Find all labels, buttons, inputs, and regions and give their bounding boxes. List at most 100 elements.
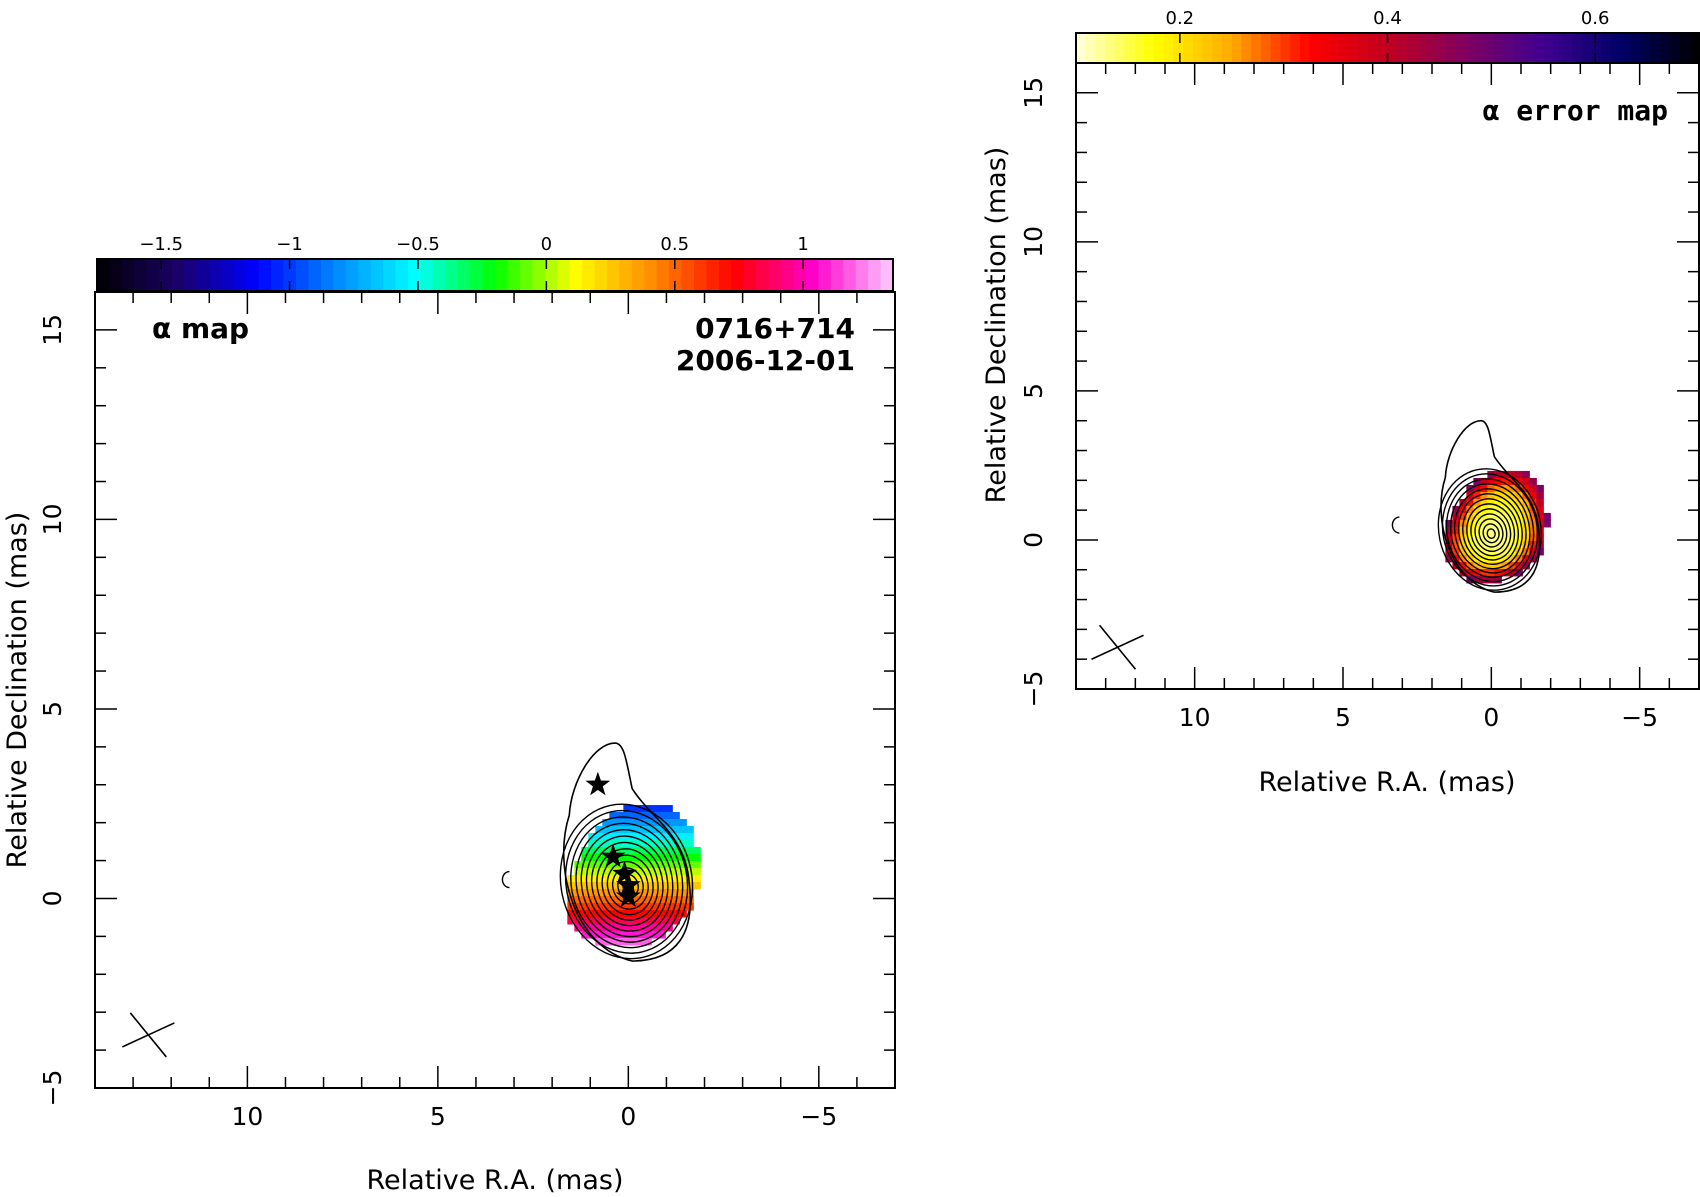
colorbar-segment [656, 259, 670, 291]
heatmap-cell [616, 840, 624, 848]
heatmap-cell [602, 924, 610, 932]
beam-marker [121, 1012, 175, 1058]
heatmap-cell [581, 861, 589, 869]
heatmap-cell [672, 854, 680, 862]
colorbar-segment [1270, 33, 1282, 63]
colorbar-segment [1514, 33, 1525, 63]
colorbar-segment [1299, 33, 1311, 63]
heatmap-cell [644, 910, 652, 918]
heatmap-cell [623, 903, 631, 911]
source-name-label: 0716+714 [695, 312, 855, 345]
heatmap-cell [1473, 505, 1481, 514]
heatmap-cell [1536, 484, 1544, 493]
colorbar-segment [781, 259, 795, 291]
alpha-map-panel: −1.5 −1 −0.5 0 0.5 1 10 5 0 −5 −5 0 5 10 15 α map 071… [2, 234, 896, 1196]
colorbar-segment [855, 259, 869, 291]
colorbar-segment [1251, 33, 1262, 63]
heatmap-cell [1494, 477, 1502, 486]
heatmap-cell [1494, 575, 1502, 584]
heatmap-cell [616, 854, 624, 862]
colorbar-segment [582, 259, 596, 291]
heatmap-cell [616, 861, 624, 869]
heatmap-cell [623, 910, 631, 918]
y-tick-label: 5 [1019, 383, 1048, 399]
heatmap-cell [630, 875, 638, 883]
heatmap-cell [1515, 470, 1523, 479]
heatmap-cell [595, 882, 603, 890]
colorbar-segment [1504, 33, 1515, 63]
heatmap-cell [1501, 470, 1509, 479]
heatmap-cell [595, 910, 603, 918]
heatmap-cell [1473, 477, 1481, 486]
colorbar-segment [1484, 33, 1496, 63]
heatmap-cell [1494, 498, 1502, 507]
heatmap-cell [1536, 526, 1544, 535]
colorbar-segment [407, 259, 421, 291]
heatmap-cell [1508, 498, 1516, 507]
component-star-icon [585, 771, 611, 796]
heatmap-cell [1466, 561, 1474, 570]
colorbar-tick-label: 0.2 [1166, 8, 1195, 29]
colorbar-segment [1494, 33, 1505, 63]
colorbar-tick-label: 0.5 [660, 234, 689, 255]
contour-level [1458, 493, 1523, 570]
colorbar-segment [196, 259, 210, 291]
heatmap-cell [1515, 533, 1523, 542]
contour-level [1453, 488, 1527, 574]
isolated-contour [1391, 516, 1400, 534]
colorbar-segment [1309, 33, 1320, 63]
colorbar-segment [756, 259, 770, 291]
heatmap-cell [658, 882, 666, 890]
heatmap-cell [1501, 491, 1509, 500]
heatmap-cell [630, 931, 638, 939]
heatmap-cell [1480, 561, 1488, 570]
heatmap-cell [1515, 547, 1523, 556]
colorbar-segment [1533, 33, 1544, 63]
alpha-plot-frame [94, 291, 896, 1089]
heatmap-cell [574, 868, 582, 876]
colorbar-segment [1397, 33, 1408, 63]
contour-level [570, 816, 684, 949]
colorbar-segment [619, 259, 633, 291]
heatmap-cell [679, 819, 687, 827]
heatmap-cell [1445, 526, 1453, 535]
x-tick-label: 0 [1483, 703, 1499, 732]
colorbar-segment [544, 259, 558, 291]
colorbar-segment [159, 259, 173, 291]
heatmap-cell [595, 833, 603, 841]
outer-contour [562, 742, 692, 962]
colorbar-segment [1368, 33, 1379, 63]
heatmap-cell [609, 812, 617, 820]
heatmap-cell [693, 847, 701, 855]
contour-level [1445, 478, 1535, 583]
contour-level [564, 809, 689, 954]
heatmap-cell [672, 889, 680, 897]
heatmap-cell [1487, 491, 1495, 500]
colorbar-segment [1183, 33, 1194, 63]
heatmap-cell [1487, 470, 1495, 479]
colorbar-segment [495, 259, 509, 291]
colorbar-segment [1591, 33, 1603, 63]
heatmap-cell [658, 861, 666, 869]
colorbar-segment [1329, 33, 1340, 63]
heatmap-cell [567, 910, 575, 918]
heatmap-cell [595, 896, 603, 904]
heatmap-cell [567, 889, 575, 897]
heatmap-cell [1459, 498, 1467, 507]
heatmap-cell [644, 924, 652, 932]
heatmap-cell [1515, 519, 1523, 528]
heatmap-cell [1529, 484, 1537, 493]
colorbar-segment [221, 259, 235, 291]
colorbar-segment [1173, 33, 1184, 63]
colorbar-segment [1640, 33, 1651, 63]
heatmap-cell [665, 875, 673, 883]
heatmap-cell [637, 819, 645, 827]
heatmap-cell [672, 903, 680, 911]
colorbar-segment [1163, 33, 1174, 63]
colorbar-segment [208, 259, 222, 291]
heatmap-cell [637, 889, 645, 897]
heatmap-cell [651, 882, 659, 890]
heatmap-cell [1487, 554, 1495, 563]
colorbar-segment [1562, 33, 1574, 63]
colorbar-segment [1523, 33, 1535, 63]
